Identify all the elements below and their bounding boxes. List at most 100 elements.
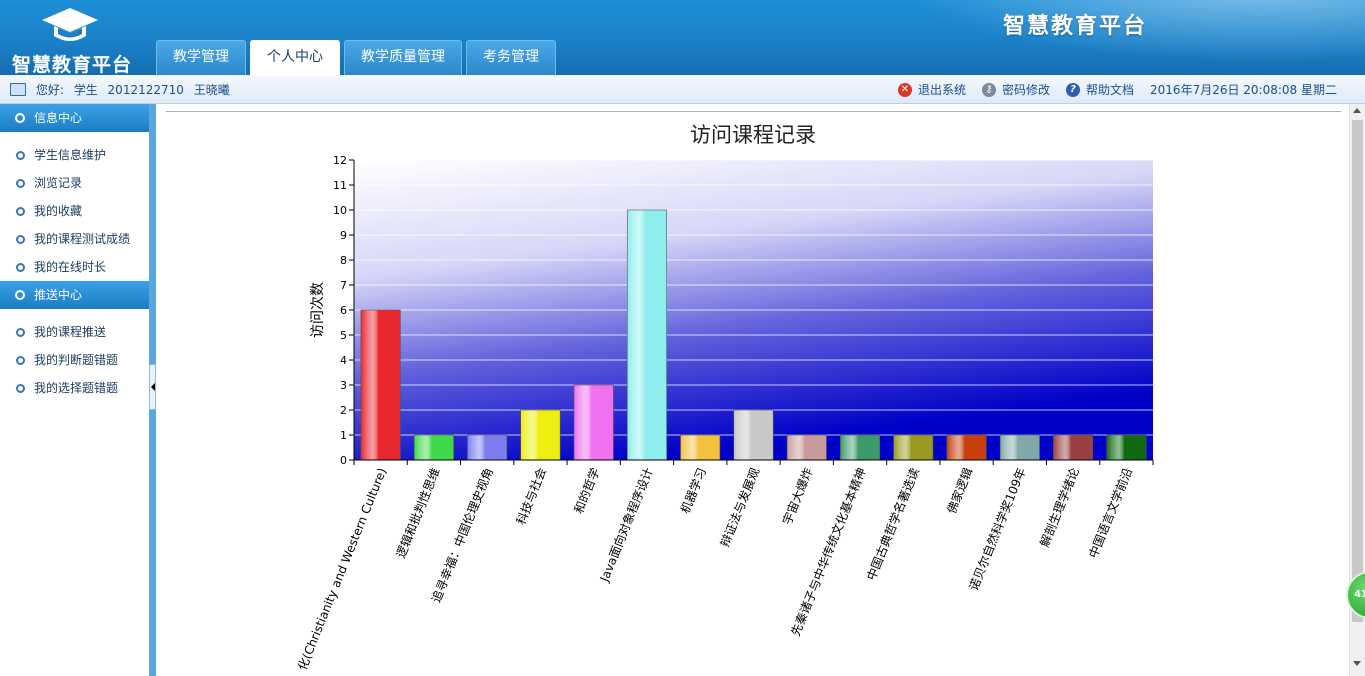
bar-highlight: [1053, 434, 1094, 461]
y-tick-label: 5: [340, 329, 347, 342]
y-tick-label: 10: [333, 204, 347, 217]
circle-icon: [15, 290, 25, 300]
vertical-scrollbar[interactable]: [1349, 104, 1365, 676]
x-tick-label: 解剖生理学绪论: [1037, 466, 1082, 550]
sidebar-item-browse-history[interactable]: 浏览记录: [0, 169, 149, 197]
collapse-sidebar-button[interactable]: [149, 364, 156, 410]
help-docs-button[interactable]: ? 帮助文档: [1066, 81, 1134, 98]
x-tick-label: 和的哲学: [571, 466, 603, 516]
graduation-cap-icon: [42, 8, 98, 41]
brand-title: 智慧教育平台: [1002, 14, 1147, 39]
help-icon: ?: [1066, 82, 1081, 97]
bar-highlight: [573, 384, 614, 461]
bar-highlight: [467, 434, 508, 461]
x-tick-label: 诺贝尔自然科学奖109年: [966, 466, 1029, 593]
scroll-up-icon[interactable]: [1353, 108, 1361, 113]
sidebar-item-label: 我的在线时长: [34, 260, 107, 274]
tab-teaching-quality[interactable]: 教学质量管理: [344, 40, 462, 75]
bar-highlight: [946, 434, 987, 461]
bar-highlight: [1106, 434, 1147, 461]
bar-highlight: [733, 409, 774, 461]
divider: [166, 111, 1341, 112]
x-tick-label: 机器学习: [677, 466, 709, 516]
bar-highlight: [786, 434, 827, 461]
bar-highlight: [893, 434, 934, 461]
y-axis-label: 访问次数: [310, 282, 326, 338]
sidebar-item-judge-errors[interactable]: 我的判断题错题: [0, 346, 149, 374]
y-tick-label: 2: [340, 404, 347, 417]
sidebar-item-label: 浏览记录: [34, 176, 83, 190]
sidebar-item-choice-errors[interactable]: 我的选择题错题: [0, 374, 149, 402]
password-label: 密码修改: [1002, 83, 1051, 97]
chart-title: 访问课程记录: [690, 123, 816, 147]
scrollbar-thumb[interactable]: [1352, 120, 1363, 622]
y-tick-label: 6: [340, 304, 347, 317]
datetime-display: 2016年7月26日 20:08:08 星期二: [1150, 83, 1337, 97]
y-tick-label: 9: [340, 229, 347, 242]
close-circle-icon: ✕: [897, 82, 912, 97]
x-tick-label: 辩证法与发展观: [717, 466, 762, 550]
bullet-icon: [16, 328, 25, 337]
section-title: 推送中心: [34, 288, 83, 302]
circle-icon: [15, 113, 25, 123]
change-password-button[interactable]: ⚷ 密码修改: [982, 81, 1050, 98]
main-tabs: 教学管理 个人中心 教学质量管理 考务管理: [156, 40, 556, 75]
tab-exam-management[interactable]: 考务管理: [466, 40, 556, 75]
logo-text: 智慧教育平台: [12, 54, 133, 75]
tab-teaching-management[interactable]: 教学管理: [156, 40, 246, 75]
user-role: 学生: [73, 83, 98, 97]
sidebar-item-label: 学生信息维护: [34, 148, 107, 162]
y-tick-label: 12: [333, 154, 347, 167]
x-tick-label: 化(Christianity and Western Culture): [295, 466, 389, 672]
x-tick-label: 追寻幸福：中国伦理史视角: [428, 466, 496, 605]
section-title: 信息中心: [34, 111, 83, 125]
logout-label: 退出系统: [917, 83, 966, 97]
logo[interactable]: 智慧教育平台: [0, 0, 140, 75]
sidebar-section-push-center[interactable]: 推送中心: [0, 281, 149, 309]
tab-personal-center[interactable]: 个人中心: [250, 40, 340, 75]
sidebar-item-test-scores[interactable]: 我的课程测试成绩: [0, 225, 149, 253]
sidebar-item-label: 我的判断题错题: [34, 353, 119, 367]
sidebar-section-info-center[interactable]: 信息中心: [0, 104, 149, 132]
sidebar-item-label: 我的课程测试成绩: [34, 232, 131, 246]
key-icon: ⚷: [982, 82, 996, 97]
x-tick-label: 逻辑和批判性思维: [393, 466, 443, 561]
bar-highlight: [999, 434, 1040, 461]
x-tick-label: Java面向对象程序设计: [596, 466, 656, 585]
logout-button[interactable]: ✕ 退出系统: [897, 81, 966, 98]
x-tick-label: 宇宙大爆炸: [779, 466, 815, 527]
user-greeting: 您好: 学生 2012122710 王晓曦: [10, 81, 236, 98]
main-content: 0 1 2 3 4 5 6 7 8 9 10 11 12 化(Christianity and West…: [156, 104, 1349, 676]
help-label: 帮助文档: [1086, 83, 1135, 97]
y-tick-label: 1: [340, 429, 347, 442]
bar-highlight: [520, 409, 561, 461]
sidebar-item-course-push[interactable]: 我的课程推送: [0, 318, 149, 346]
monitor-icon: [10, 83, 26, 96]
bullet-icon: [16, 356, 25, 365]
y-tick-label: 0: [340, 454, 347, 467]
x-tick-label: 佛家逻辑: [943, 466, 975, 516]
header: 智慧教育平台 智慧教育平台 教学管理 个人中心 教学质量管理 考务管理: [0, 0, 1365, 75]
bullet-icon: [16, 384, 25, 393]
greeting-label: 您好:: [35, 83, 64, 97]
bullet-icon: [16, 179, 25, 188]
sidebar-item-label: 我的选择题错题: [34, 381, 119, 395]
sidebar-item-favorites[interactable]: 我的收藏: [0, 197, 149, 225]
sidebar-item-student-info[interactable]: 学生信息维护: [0, 141, 149, 169]
scroll-down-icon[interactable]: [1353, 661, 1361, 666]
x-tick-label: 中国古典哲学名著选读: [863, 466, 922, 583]
bullet-icon: [16, 235, 25, 244]
y-tick-label: 7: [340, 279, 347, 292]
user-name: 王晓曦: [193, 83, 230, 97]
x-tick-label: 科技与社会: [513, 466, 549, 527]
sidebar-item-online-time[interactable]: 我的在线时长: [0, 253, 149, 281]
sidebar: 信息中心 学生信息维护 浏览记录 我的收藏 我的课程测试成绩 我的在线时长 推送…: [0, 104, 150, 676]
bar-highlight: [360, 309, 401, 461]
bar-highlight: [840, 434, 881, 461]
user-id: 2012122710: [107, 83, 184, 97]
x-tick-label: 中国语言文学前沿: [1085, 466, 1135, 561]
bar-highlight: [413, 434, 454, 461]
bar-highlight: [626, 209, 667, 461]
y-tick-label: 3: [340, 379, 347, 392]
